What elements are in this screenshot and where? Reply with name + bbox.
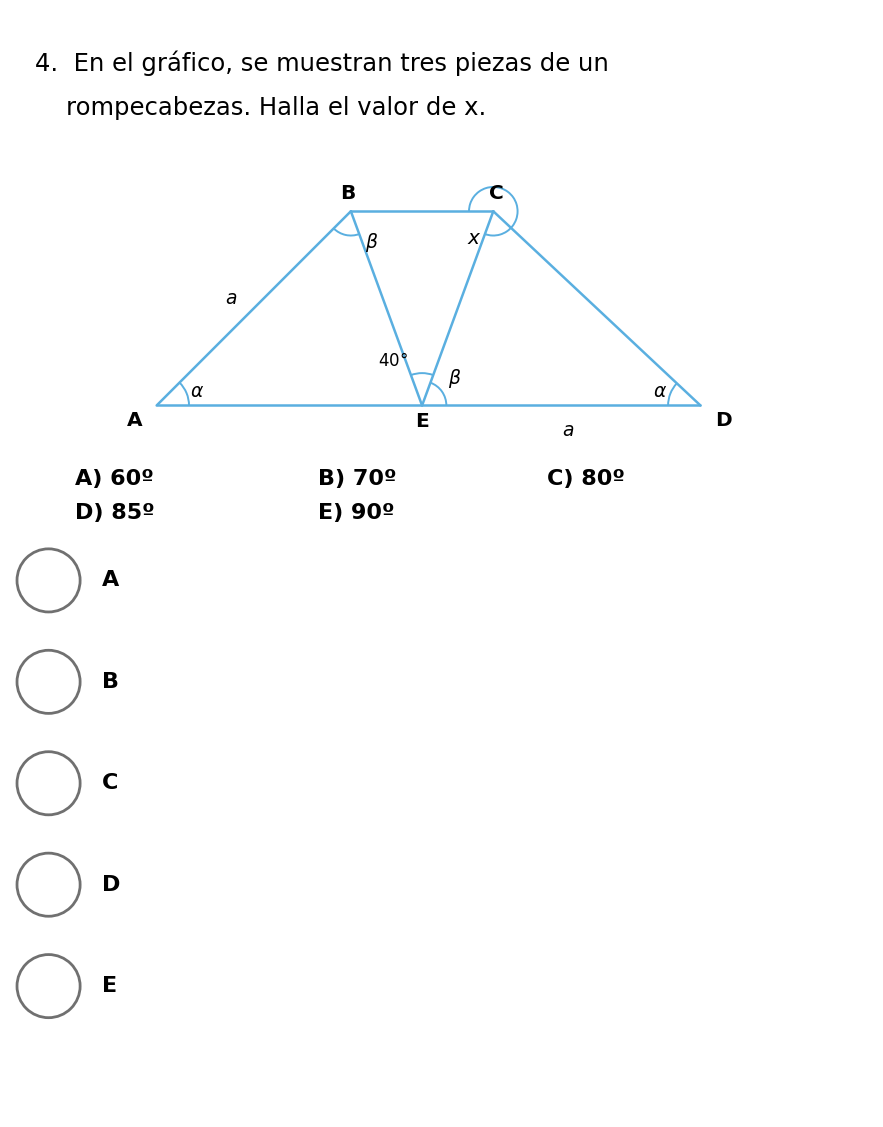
Text: D: D bbox=[102, 875, 120, 895]
Text: B: B bbox=[340, 185, 355, 204]
Text: 4.  En el gráfico, se muestran tres piezas de un: 4. En el gráfico, se muestran tres pieza… bbox=[35, 51, 609, 77]
Text: A: A bbox=[127, 410, 142, 429]
Text: $x$: $x$ bbox=[466, 229, 481, 248]
Text: $a$: $a$ bbox=[225, 290, 238, 308]
Text: B: B bbox=[102, 672, 118, 692]
Text: C: C bbox=[489, 185, 504, 204]
Text: $\beta$: $\beta$ bbox=[448, 366, 461, 390]
Text: A) 60º: A) 60º bbox=[75, 469, 154, 489]
Text: B) 70º: B) 70º bbox=[318, 469, 396, 489]
Text: D: D bbox=[714, 410, 731, 429]
Text: $40°$: $40°$ bbox=[378, 353, 408, 371]
Text: C: C bbox=[102, 773, 118, 793]
Text: rompecabezas. Halla el valor de x.: rompecabezas. Halla el valor de x. bbox=[35, 96, 487, 119]
Text: $\alpha$: $\alpha$ bbox=[653, 382, 668, 401]
Text: $a$: $a$ bbox=[562, 420, 574, 440]
Text: D) 85º: D) 85º bbox=[75, 503, 155, 523]
Text: $\beta$: $\beta$ bbox=[365, 231, 378, 254]
Text: E: E bbox=[102, 976, 117, 996]
Text: A: A bbox=[102, 570, 119, 591]
Text: C) 80º: C) 80º bbox=[547, 469, 625, 489]
Text: $\alpha$: $\alpha$ bbox=[190, 382, 204, 401]
Text: E) 90º: E) 90º bbox=[318, 503, 395, 523]
Text: E: E bbox=[415, 412, 429, 431]
